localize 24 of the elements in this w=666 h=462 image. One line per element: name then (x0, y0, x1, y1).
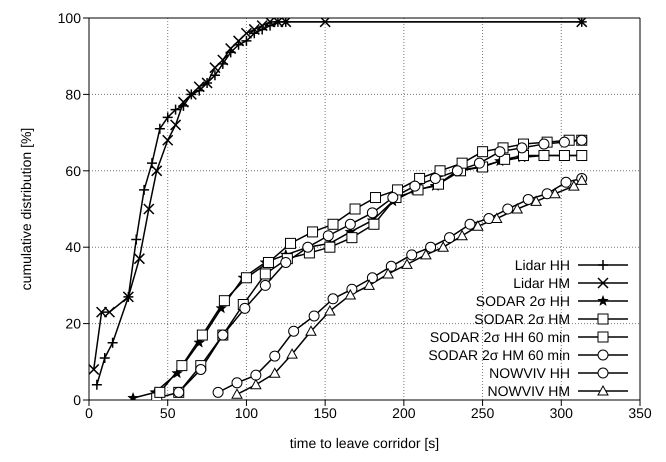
y-tick-label: 20 (65, 316, 82, 332)
x-tick-label: 150 (313, 404, 338, 421)
legend-label: SODAR 2σ HM (474, 311, 570, 327)
y-tick-label: 40 (65, 239, 82, 256)
legend-label: SODAR 2σ HM 60 min (428, 347, 570, 363)
legend-label: NOWVIV HM (488, 383, 570, 399)
legend-label: SODAR 2σ HH 60 min (430, 329, 570, 345)
x-tick-label: 250 (470, 404, 494, 421)
y-tick-label: 80 (65, 86, 82, 102)
legend-label: Lidar HH (514, 257, 570, 273)
legend-label: NOWVIV HH (489, 365, 570, 381)
y-tick-label: 100 (58, 10, 82, 26)
legend-label: Lidar HM (513, 275, 570, 291)
legend-label: SODAR 2σ HH (476, 293, 570, 309)
x-tick-label: 300 (550, 404, 574, 421)
x-axis-title: time to leave corridor [s] (290, 435, 440, 451)
x-tick-label: 50 (160, 404, 176, 421)
x-tick-label: 100 (234, 404, 258, 421)
x-tick-label: 200 (392, 404, 416, 421)
y-axis-title: cumulative distribution [%] (18, 128, 34, 290)
x-tick-label: 0 (85, 404, 94, 421)
x-tick-label: 350 (628, 404, 652, 421)
y-tick-label: 0 (73, 392, 82, 408)
y-tick-label: 60 (65, 162, 82, 179)
